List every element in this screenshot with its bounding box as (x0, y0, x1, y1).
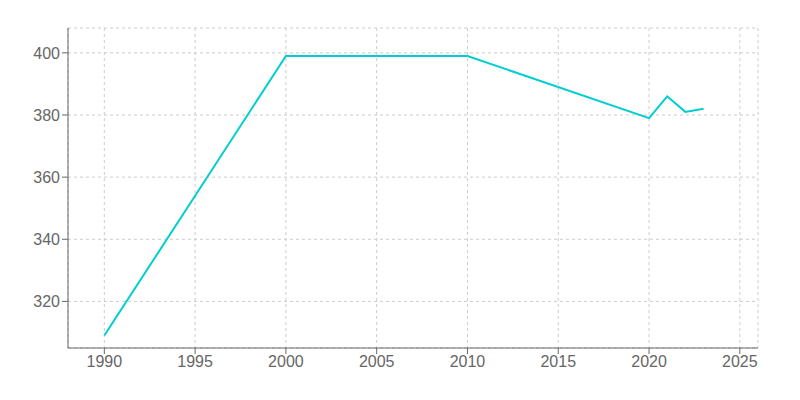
svg-text:2005: 2005 (359, 353, 395, 370)
svg-text:1995: 1995 (177, 353, 213, 370)
svg-text:400: 400 (33, 45, 60, 62)
svg-text:360: 360 (33, 169, 60, 186)
svg-text:340: 340 (33, 231, 60, 248)
svg-text:1990: 1990 (87, 353, 123, 370)
svg-text:2010: 2010 (450, 353, 486, 370)
svg-text:320: 320 (33, 293, 60, 310)
svg-text:2015: 2015 (540, 353, 576, 370)
svg-text:2000: 2000 (268, 353, 304, 370)
svg-text:2020: 2020 (631, 353, 667, 370)
svg-text:380: 380 (33, 107, 60, 124)
svg-text:2025: 2025 (722, 353, 758, 370)
